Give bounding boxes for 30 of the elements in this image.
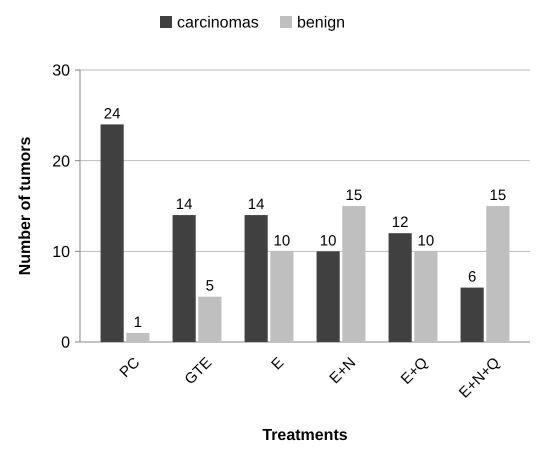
data-label: 12 [392,214,408,232]
bar [460,288,484,342]
bar [388,233,412,342]
bar [244,215,268,342]
data-label: 15 [490,187,506,204]
legend-label: carcinomas [177,14,259,32]
y-tick-label: 30 [52,62,70,80]
bar [198,296,222,342]
data-label: 6 [468,268,476,286]
data-label: 1 [134,314,142,331]
data-label: 10 [320,232,336,250]
data-label: 14 [176,196,192,214]
x-tick-label: E [268,354,288,374]
data-label: 14 [248,196,264,214]
bar [316,251,340,342]
y-tick-label: 0 [61,334,70,352]
bar [100,124,124,342]
bar [172,215,196,342]
y-tick-label: 20 [52,153,70,170]
data-label: 15 [346,187,362,204]
bar [126,332,150,342]
data-label: 24 [104,105,120,122]
data-label: 10 [418,232,434,250]
legend-label: benign [297,14,346,32]
x-tick-label: PC [116,354,144,381]
x-axis-title: Treatments [262,427,348,444]
y-tick-label: 10 [52,244,70,261]
y-axis-title: Number of tumors [17,136,34,276]
data-label: 5 [206,278,214,295]
data-label: 10 [274,232,290,250]
